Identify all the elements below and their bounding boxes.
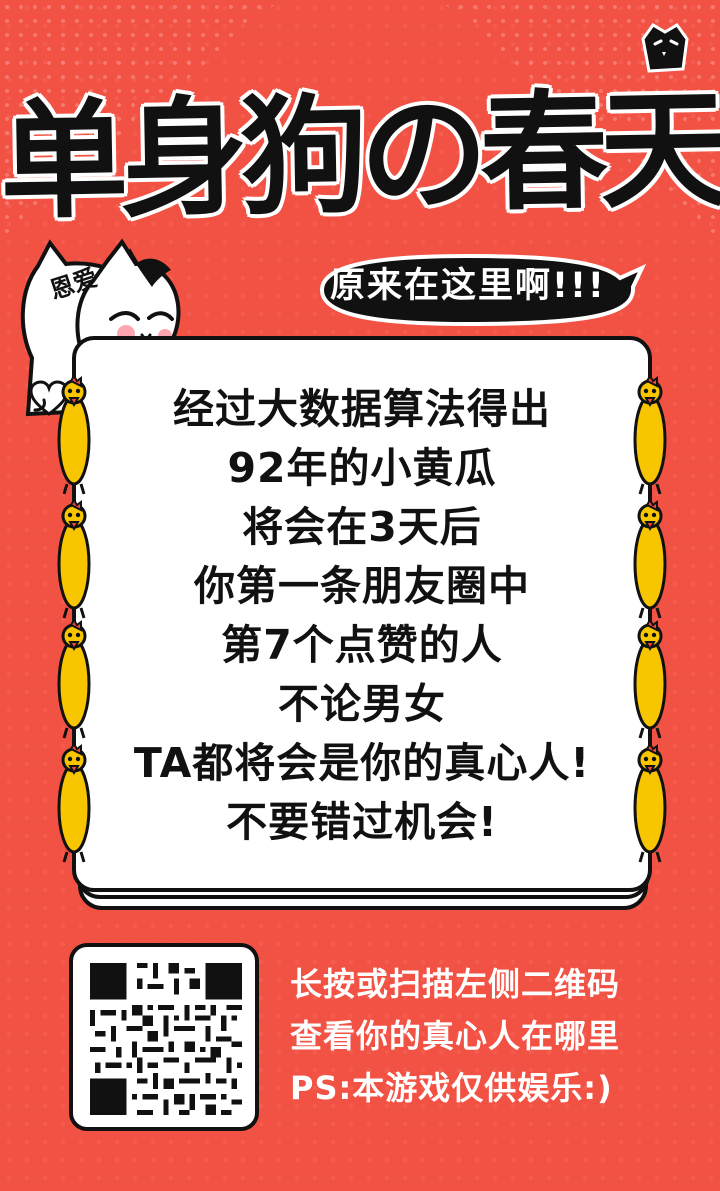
qr-code-frame[interactable] bbox=[69, 943, 259, 1131]
footer-line-disclaimer: PS:本游戏仅供娱乐:) bbox=[290, 1069, 613, 1107]
rubber-chicken-icon-left-3 bbox=[57, 620, 91, 739]
footer-line-scan: 长按或扫描左侧二维码 bbox=[290, 965, 621, 1003]
subtitle-speech-bubble: 原来在这里啊!!! bbox=[302, 244, 647, 336]
message-line-2: 92年的小黄瓜 bbox=[227, 444, 497, 492]
message-line-1: 经过大数据算法得出 bbox=[173, 385, 551, 433]
rubber-chicken-icon-left-4 bbox=[57, 744, 91, 863]
message-line-8: 不要错过机会! bbox=[226, 798, 498, 846]
dog-icon bbox=[641, 23, 689, 73]
page-title: 单身狗の春天 bbox=[0, 75, 720, 238]
rubber-chicken-icon-right-3 bbox=[633, 620, 667, 739]
message-list: 经过大数据算法得出 92年的小黄瓜 将会在3天后 你第一条朋友圈中 第7个点赞的… bbox=[88, 380, 636, 850]
rubber-chicken-icon-right-2 bbox=[633, 500, 667, 619]
subtitle-text: 原来在这里啊!!! bbox=[330, 266, 606, 306]
message-line-5: 第7个点赞的人 bbox=[221, 621, 503, 669]
rubber-chicken-icon-left-2 bbox=[57, 500, 91, 619]
message-card bbox=[72, 336, 652, 892]
rubber-chicken-icon-right-1 bbox=[633, 376, 667, 495]
rubber-chicken-icon-right-4 bbox=[633, 744, 667, 863]
message-line-6: 不论男女 bbox=[278, 680, 446, 728]
message-line-3: 将会在3天后 bbox=[242, 503, 482, 551]
message-line-7: TA都将会是你的真心人! bbox=[133, 739, 591, 787]
footer-instructions: 长按或扫描左侧二维码 查看你的真心人在哪里 PS:本游戏仅供娱乐:) bbox=[290, 958, 680, 1118]
message-line-4: 你第一条朋友圈中 bbox=[194, 562, 530, 610]
rubber-chicken-icon-left-1 bbox=[57, 376, 91, 495]
footer-line-view: 查看你的真心人在哪里 bbox=[290, 1017, 621, 1055]
speech-bubble-shape bbox=[319, 253, 647, 327]
qr-code-icon[interactable] bbox=[90, 963, 242, 1115]
